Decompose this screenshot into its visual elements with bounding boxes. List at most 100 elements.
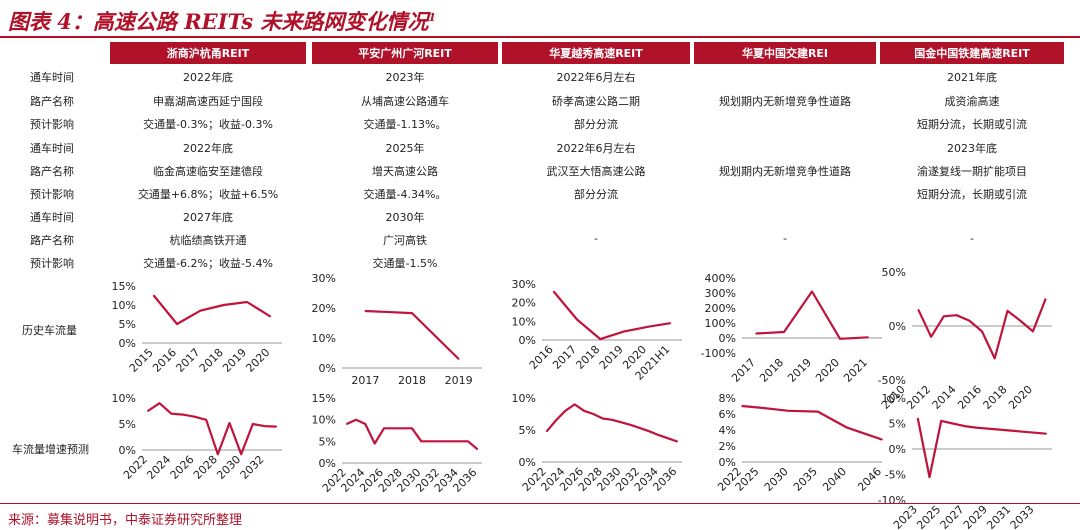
x-tick-label: 2027 <box>938 503 967 530</box>
y-tick-label: 10% <box>882 392 906 405</box>
row-label: 预计影响 <box>30 257 74 270</box>
x-tick-label: 2018 <box>398 374 426 387</box>
data-point <box>429 440 432 443</box>
data-point <box>917 309 920 311</box>
data-point <box>867 336 869 339</box>
table-cell: 从埔高速公路通车 <box>361 95 449 108</box>
series-line <box>552 290 671 341</box>
table-cell: 杭临绩高铁开通 <box>169 234 247 247</box>
y-tick-label: 0% <box>319 362 336 375</box>
x-tick-label: 2018 <box>981 383 1010 412</box>
data-point <box>646 326 648 328</box>
data-point <box>648 430 651 433</box>
y-tick-label: -50% <box>878 374 906 387</box>
data-point <box>783 331 785 333</box>
data-point <box>176 323 178 325</box>
data-point <box>940 420 942 422</box>
data-point <box>601 417 604 420</box>
y-tick-label: 100% <box>705 317 736 330</box>
y-tick-label: 5% <box>119 418 136 431</box>
x-tick-label: 2021 <box>841 356 870 385</box>
table-cell: 部分分流 <box>574 188 618 201</box>
y-tick-label: 0% <box>519 334 536 347</box>
table-cell: 短期分流，长期或引流 <box>917 188 1027 201</box>
y-tick-label: 0% <box>119 444 136 457</box>
x-tick-label: 2017 <box>351 374 379 387</box>
title-footnote-mark: 1 <box>428 11 437 24</box>
y-tick-label: 30% <box>512 278 536 291</box>
table-cell: 2022年底 <box>183 142 233 155</box>
x-tick-label: 2046 <box>855 465 884 494</box>
data-point <box>222 304 225 306</box>
data-point <box>147 410 149 412</box>
table-cell: 2027年底 <box>183 211 233 224</box>
y-tick-label: 0% <box>719 332 736 345</box>
x-tick-label: 2020 <box>243 346 272 375</box>
data-point <box>1045 432 1047 435</box>
data-point <box>787 410 790 412</box>
y-tick-label: -10% <box>878 494 906 507</box>
y-tick-label: 0% <box>889 443 906 456</box>
y-tick-label: 15% <box>112 280 136 293</box>
y-tick-label: 300% <box>705 287 736 300</box>
forecast-row-label: 车流量增速预测 <box>12 443 89 456</box>
table-cell: 硚孝高速公路二期 <box>552 95 640 108</box>
table-cell: 增天高速公路 <box>372 165 438 178</box>
y-tick-label: 4% <box>719 424 736 437</box>
data-point <box>448 440 451 443</box>
row-label: 通车时间 <box>30 142 74 155</box>
series-line <box>147 402 277 456</box>
table-cell: 临金高速临安至建德段 <box>153 165 263 178</box>
x-tick-label: 2016 <box>150 346 179 375</box>
data-point <box>881 438 883 441</box>
data-point <box>811 290 813 293</box>
row-label: 通车时间 <box>30 211 74 224</box>
data-point <box>411 312 413 314</box>
data-point <box>217 453 219 456</box>
data-point <box>1032 330 1034 333</box>
column-header: 平安广州广河REIT <box>312 42 498 64</box>
table-cell: 成资渝高速 <box>944 95 1000 108</box>
x-tick-label: 2028 <box>191 453 220 482</box>
data-point <box>576 318 578 321</box>
column-header: 国金中国铁建高速REIT <box>880 42 1064 64</box>
data-point <box>955 314 958 317</box>
data-point <box>943 315 945 318</box>
data-point <box>657 434 660 436</box>
y-tick-label: 5% <box>319 435 336 448</box>
data-point <box>1044 298 1047 300</box>
y-tick-label: 50% <box>882 266 906 279</box>
y-tick-label: 30% <box>312 272 336 285</box>
table-cell: 规划期内无新增竞争性道路 <box>719 95 851 108</box>
data-point <box>457 440 460 443</box>
table-cell: 申嘉湖高速西延宁国段 <box>153 95 263 108</box>
table-cell: 交通量-1.13%。 <box>363 118 447 131</box>
data-point <box>1006 310 1009 312</box>
row-label: 预计影响 <box>30 118 74 131</box>
data-point <box>364 310 367 312</box>
y-tick-label: 6% <box>719 408 736 421</box>
x-tick-label: 2026 <box>168 453 197 482</box>
data-point <box>158 402 161 405</box>
x-tick-label: 2012 <box>904 383 933 412</box>
table-cell: 2030年 <box>385 211 425 224</box>
data-point <box>669 322 672 325</box>
table-cell: 渝遂复线一期扩能项目 <box>917 165 1027 178</box>
table-cell: 2023年 <box>385 71 425 84</box>
data-point <box>592 413 595 415</box>
data-point <box>275 425 278 428</box>
data-point <box>846 426 848 429</box>
y-tick-label: 5% <box>519 424 536 437</box>
data-point <box>193 415 196 418</box>
data-point <box>269 315 272 318</box>
y-tick-label: 0% <box>319 457 336 470</box>
data-point <box>252 423 254 425</box>
x-tick-label: 2040 <box>820 465 849 494</box>
data-point <box>1022 430 1024 433</box>
y-tick-label: 200% <box>705 302 736 315</box>
y-tick-label: 400% <box>705 272 736 285</box>
y-tick-label: -100% <box>701 347 736 360</box>
row-label: 路产名称 <box>30 95 74 108</box>
data-point <box>998 428 1001 431</box>
data-point <box>263 425 266 427</box>
